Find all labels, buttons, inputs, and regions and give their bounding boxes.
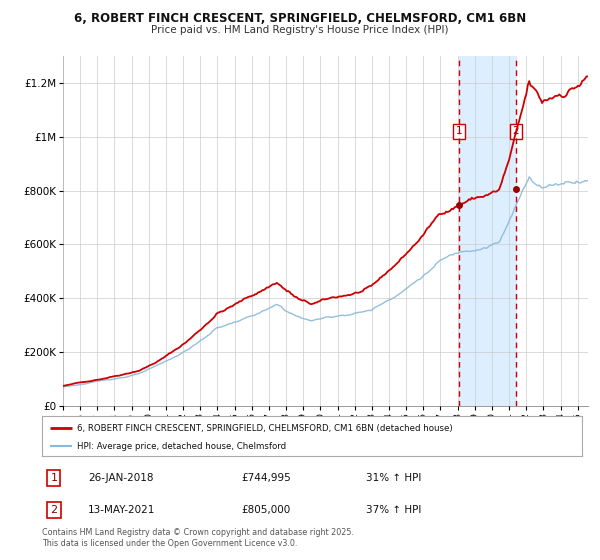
Text: 37% ↑ HPI: 37% ↑ HPI — [366, 505, 421, 515]
Text: Contains HM Land Registry data © Crown copyright and database right 2025.
This d: Contains HM Land Registry data © Crown c… — [42, 528, 354, 548]
Text: 1: 1 — [50, 473, 58, 483]
Text: £805,000: £805,000 — [242, 505, 291, 515]
Text: 26-JAN-2018: 26-JAN-2018 — [88, 473, 154, 483]
Text: 2: 2 — [512, 127, 519, 137]
Text: 2: 2 — [50, 505, 58, 515]
Text: 1: 1 — [455, 127, 462, 137]
Text: HPI: Average price, detached house, Chelmsford: HPI: Average price, detached house, Chel… — [77, 442, 286, 451]
Text: £744,995: £744,995 — [242, 473, 292, 483]
Bar — [459, 56, 515, 406]
Text: 6, ROBERT FINCH CRESCENT, SPRINGFIELD, CHELMSFORD, CM1 6BN (detached house): 6, ROBERT FINCH CRESCENT, SPRINGFIELD, C… — [77, 424, 453, 433]
Text: Price paid vs. HM Land Registry's House Price Index (HPI): Price paid vs. HM Land Registry's House … — [151, 25, 449, 35]
Text: 6, ROBERT FINCH CRESCENT, SPRINGFIELD, CHELMSFORD, CM1 6BN: 6, ROBERT FINCH CRESCENT, SPRINGFIELD, C… — [74, 12, 526, 25]
Text: 13-MAY-2021: 13-MAY-2021 — [88, 505, 155, 515]
Text: 31% ↑ HPI: 31% ↑ HPI — [366, 473, 421, 483]
